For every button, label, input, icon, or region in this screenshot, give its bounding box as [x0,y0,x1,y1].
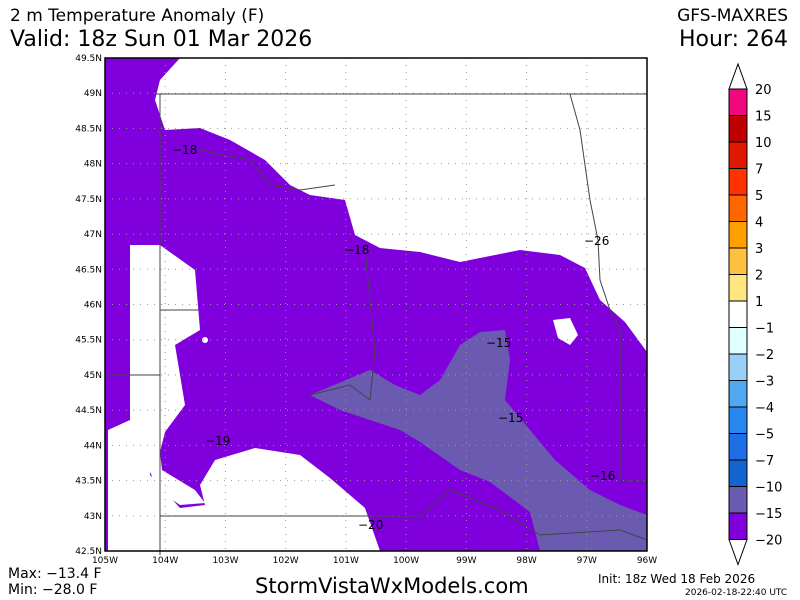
lat-label: 48N [84,160,102,170]
legend-label: 10 [755,136,772,151]
neutral-hole [553,318,578,345]
neutral-region-south [108,420,380,551]
legend-label: 5 [755,189,763,204]
lat-label: 48.5N [75,124,102,134]
legend-swatch [728,433,748,461]
legend-arrow-down [728,539,748,566]
lat-label: 44N [84,441,102,451]
legend-swatch [728,459,748,487]
contour-label: −20 [358,518,383,532]
init-time: Init: 18z Wed 18 Feb 2026 [598,572,756,586]
legend-label: −20 [755,534,782,549]
contour-label: −19 [205,434,230,448]
legend-label: 20 [755,83,772,98]
contour-label: −18 [172,143,197,157]
neutral-region-north [155,58,647,352]
legend-label: 3 [755,242,763,257]
lon-label: 96W [637,556,657,566]
lat-label: 45N [84,371,102,381]
legend-label: −15 [755,507,782,522]
legend-swatch [728,406,748,434]
legend-label: 7 [755,163,763,178]
contour-label: −18 [344,243,369,257]
min-value: Min: −28.0 F [8,582,98,598]
legend-label: −4 [755,401,774,416]
legend-label: 2 [755,269,763,284]
lat-label: 43N [84,512,102,522]
legend-label: −5 [755,428,774,443]
legend-label: 1 [755,295,763,310]
contour-label: −15 [498,411,523,425]
contour-label: −26 [584,234,609,248]
legend-label: −1 [755,322,774,337]
legend-swatch [728,486,748,514]
legend-label: 15 [755,110,772,125]
lat-label: 49.5N [75,54,102,64]
legend-swatch [728,88,748,116]
lon-label: 102W [273,556,299,566]
legend-swatch [728,194,748,222]
boundaries [105,93,648,555]
legend-swatch [728,221,748,249]
legend-swatch [728,300,748,328]
max-value: Max: −13.4 F [8,566,102,582]
legend-label: −7 [755,454,774,469]
legend-label: 4 [755,216,763,231]
legend-swatch [728,274,748,302]
chart-title: 2 m Temperature Anomaly (F) [10,6,265,26]
lon-label: 98W [516,556,536,566]
model-name: GFS-MAXRES [677,6,788,26]
lat-label: 49N [84,89,102,99]
valid-time: Valid: 18z Sun 01 Mar 2026 [10,27,313,52]
legend-label: −3 [755,375,774,390]
lon-label: 99W [456,556,476,566]
lon-label: 97W [577,556,597,566]
contour-label: −15 [486,336,511,350]
forecast-hour: Hour: 264 [678,27,788,52]
lat-label: 42.5N [75,547,102,557]
anomaly-band-minus15 [310,330,647,551]
legend-label: −10 [755,481,782,496]
lat-label: 45.5N [75,336,102,346]
legend-label: −2 [755,348,774,363]
site-name: StormVistaWxModels.com [255,574,529,598]
timestamp: 2026-02-18-22:40 UTC [685,588,788,598]
legend-swatch [728,141,748,169]
lon-label: 101W [333,556,359,566]
lon-label: 105W [92,556,118,566]
map-frame [104,57,648,552]
lat-label: 44.5N [75,406,102,416]
lon-label: 100W [393,556,419,566]
lon-label: 103W [212,556,238,566]
lon-label: 104W [152,556,178,566]
legend-arrow-up [728,62,748,90]
legend-swatch [728,353,748,381]
legend-swatch [728,115,748,143]
neutral-dot [202,337,208,343]
lat-label: 43.5N [75,477,102,487]
lat-label: 46.5N [75,265,102,275]
lat-label: 47N [84,230,102,240]
legend-swatch [728,512,748,540]
legend-swatch [728,247,748,275]
legend-swatch [728,327,748,355]
contour-label: −16 [590,469,615,483]
lat-label: 46N [84,301,102,311]
legend-swatch [728,168,748,196]
legend-swatch [728,380,748,408]
lat-label: 47.5N [75,195,102,205]
